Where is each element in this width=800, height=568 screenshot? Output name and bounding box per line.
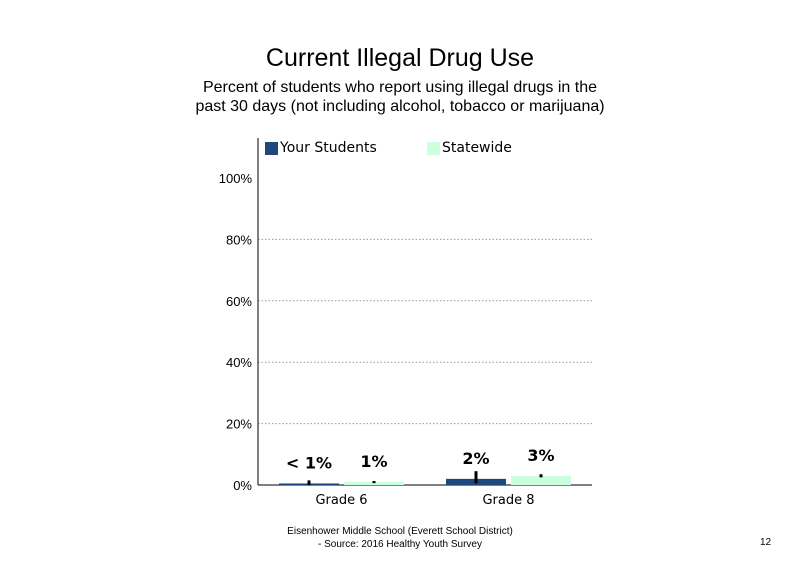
y-tick-label: 20% xyxy=(226,417,252,432)
data-label: 1% xyxy=(360,452,387,471)
x-tick-label: Grade 8 xyxy=(482,493,534,508)
x-tick-label: Grade 6 xyxy=(315,493,367,508)
footer-school: Eisenhower Middle School (Everett School… xyxy=(287,526,513,537)
data-label: 2% xyxy=(462,449,489,468)
y-tick-label: 80% xyxy=(226,232,252,247)
chart-title: Current Illegal Drug Use xyxy=(265,44,535,72)
chart-subtitle: Percent of students who report using ill… xyxy=(195,79,605,115)
legend-swatch-statewide xyxy=(427,141,440,155)
footer: Eisenhower Middle School (Everett School… xyxy=(250,525,550,551)
legend-your-students: Your Students xyxy=(265,140,377,156)
y-tick-label: 40% xyxy=(226,355,252,370)
bar xyxy=(344,481,404,485)
footer-source: - Source: 2016 Healthy Youth Survey xyxy=(318,539,482,550)
y-tick-label: 60% xyxy=(226,294,252,309)
data-label: 3% xyxy=(527,446,554,465)
page-number: 12 xyxy=(760,537,772,548)
legend-label-your-students: Your Students xyxy=(280,140,377,156)
data-label: < 1% xyxy=(286,453,332,472)
y-tick-label: 100% xyxy=(219,171,253,186)
legend-swatch-your-students xyxy=(265,141,278,155)
legend-label-statewide: Statewide xyxy=(442,140,512,156)
legend-statewide: Statewide xyxy=(427,140,512,156)
y-tick-label: 0% xyxy=(233,478,252,493)
bar xyxy=(511,475,571,485)
